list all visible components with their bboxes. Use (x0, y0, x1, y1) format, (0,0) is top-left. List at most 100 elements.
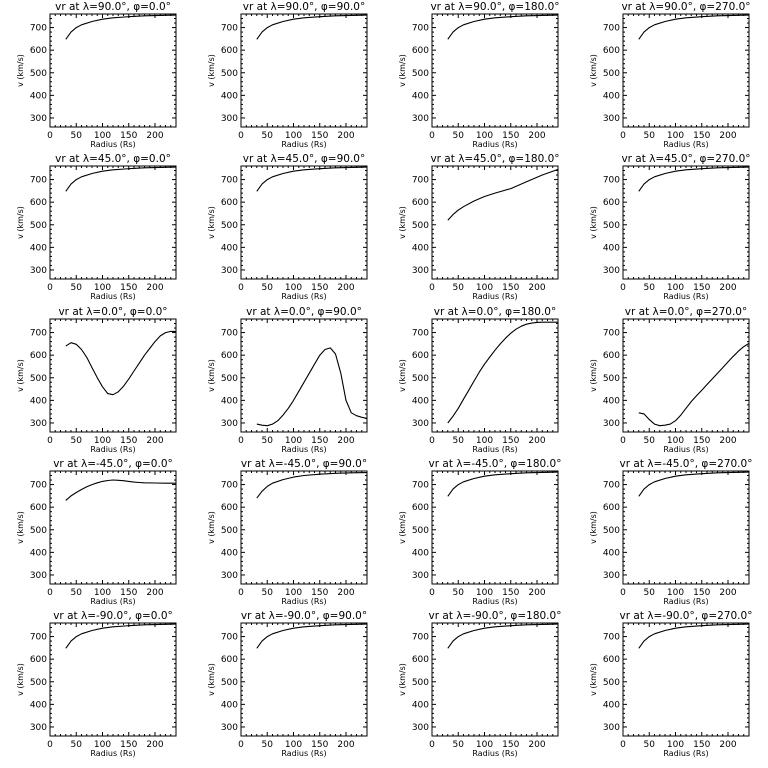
y-axis-label: v (km/s) (207, 511, 216, 544)
vr-profile-line (256, 472, 368, 499)
y-tick-label: 500 (603, 374, 620, 384)
y-tick-label: 300 (603, 419, 620, 429)
chart-title: vr at λ=-45.0°, φ=180.0° (429, 458, 562, 470)
y-tick-label: 400 (603, 91, 620, 101)
x-axis-label: Radius (Rs) (663, 445, 708, 454)
y-tick-label: 400 (412, 700, 429, 710)
x-tick-label: 100 (285, 436, 302, 446)
x-tick-label: 100 (667, 283, 684, 293)
y-tick-label: 300 (412, 114, 429, 124)
vr-profile-line (65, 623, 177, 649)
x-tick-label: 50 (262, 436, 274, 446)
y-axis-label: v (km/s) (589, 663, 598, 696)
x-axis-label: Radius (Rs) (663, 140, 708, 149)
y-tick-label: 700 (603, 176, 620, 186)
y-tick-label: 500 (603, 526, 620, 536)
x-tick-label: 150 (693, 740, 710, 750)
x-tick-label: 50 (453, 588, 465, 598)
y-tick-label: 400 (221, 91, 238, 101)
chart-title: vr at λ=-45.0°, φ=270.0° (620, 458, 753, 470)
x-tick-label: 0 (620, 588, 626, 598)
y-tick-label: 600 (603, 351, 620, 361)
y-axis-label: v (km/s) (207, 663, 216, 696)
y-tick-label: 300 (603, 571, 620, 581)
vr-profile-line (256, 166, 368, 192)
y-tick-label: 500 (603, 221, 620, 231)
y-tick-label: 600 (603, 655, 620, 665)
x-tick-label: 100 (94, 740, 111, 750)
y-tick-label: 300 (412, 419, 429, 429)
x-tick-label: 150 (502, 436, 519, 446)
x-tick-label: 50 (644, 436, 656, 446)
x-tick-label: 50 (71, 740, 83, 750)
y-tick-label: 300 (412, 571, 429, 581)
x-tick-label: 150 (502, 283, 519, 293)
y-tick-label: 700 (603, 481, 620, 491)
y-tick-label: 500 (603, 69, 620, 79)
chart-panel: vr at λ=90.0°, φ=180.0° 0 50 100 150 200 300 40… (398, 1, 560, 149)
x-tick-label: 100 (667, 436, 684, 446)
vr-profile-line (65, 14, 177, 40)
x-axis-label: Radius (Rs) (281, 597, 326, 606)
x-tick-label: 200 (337, 588, 354, 598)
x-tick-label: 50 (262, 740, 274, 750)
y-tick-label: 700 (412, 633, 429, 643)
vr-profile-line (447, 168, 559, 221)
y-tick-label: 500 (412, 69, 429, 79)
x-tick-label: 0 (47, 131, 53, 141)
chart-panel: vr at λ=-45.0°, φ=180.0° 0 50 100 150 200 300 4… (398, 458, 561, 606)
x-tick-label: 200 (719, 283, 736, 293)
y-tick-label: 300 (221, 571, 238, 581)
x-tick-label: 0 (47, 588, 53, 598)
vr-profile-line (447, 321, 558, 424)
y-axis-label: v (km/s) (398, 511, 407, 544)
x-tick-label: 50 (453, 283, 465, 293)
vr-profile-line (65, 166, 177, 192)
vr-profile-line (638, 342, 750, 427)
y-tick-label: 400 (30, 91, 47, 101)
x-tick-label: 200 (528, 588, 545, 598)
x-tick-label: 50 (453, 740, 465, 750)
x-tick-label: 0 (620, 283, 626, 293)
x-tick-label: 200 (146, 436, 163, 446)
y-tick-label: 600 (412, 46, 429, 56)
y-tick-label: 600 (603, 198, 620, 208)
x-tick-label: 100 (94, 283, 111, 293)
y-tick-label: 500 (30, 221, 47, 231)
y-axis-label: v (km/s) (16, 54, 25, 87)
x-tick-label: 200 (528, 283, 545, 293)
y-tick-label: 300 (30, 419, 47, 429)
x-tick-label: 150 (693, 131, 710, 141)
x-axis-label: Radius (Rs) (281, 140, 326, 149)
chart-title: vr at λ=90.0°, φ=180.0° (430, 1, 559, 13)
vr-profile-line (65, 330, 176, 396)
y-tick-label: 700 (412, 176, 429, 186)
x-tick-label: 0 (620, 740, 626, 750)
x-tick-label: 150 (502, 740, 519, 750)
x-tick-label: 50 (71, 436, 83, 446)
x-tick-label: 100 (94, 436, 111, 446)
x-tick-label: 200 (528, 436, 545, 446)
vr-profile-line (447, 14, 559, 40)
y-tick-label: 300 (412, 723, 429, 733)
plot-frame (622, 13, 750, 128)
y-tick-label: 300 (221, 723, 238, 733)
x-axis-label: Radius (Rs) (90, 292, 135, 301)
x-axis-label: Radius (Rs) (281, 292, 326, 301)
x-tick-label: 0 (238, 436, 244, 446)
plot-frame (49, 13, 177, 128)
x-axis-label: Radius (Rs) (472, 445, 517, 454)
chart-panel: vr at λ=90.0°, φ=0.0° 0 50 100 150 200 300 400 5… (16, 1, 177, 149)
x-tick-label: 50 (644, 740, 656, 750)
y-tick-label: 400 (603, 243, 620, 253)
y-tick-label: 700 (221, 329, 238, 339)
x-tick-label: 100 (476, 588, 493, 598)
y-tick-label: 300 (221, 419, 238, 429)
plot-frame (240, 470, 368, 585)
y-tick-label: 300 (603, 723, 620, 733)
x-tick-label: 150 (502, 588, 519, 598)
plot-frame (622, 470, 750, 585)
y-tick-label: 600 (221, 503, 238, 513)
y-tick-label: 700 (603, 24, 620, 34)
x-tick-label: 0 (620, 131, 626, 141)
